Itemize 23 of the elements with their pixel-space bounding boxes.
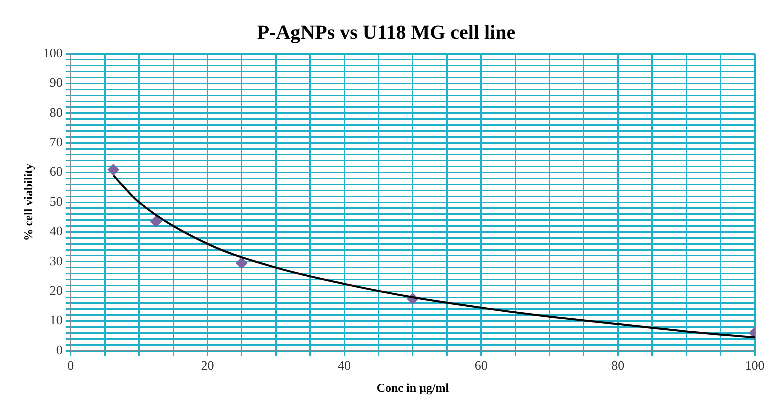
point bbox=[108, 164, 120, 176]
point bbox=[236, 257, 248, 270]
x-tick-label: 0 bbox=[68, 358, 74, 374]
y-tick-label: 10 bbox=[50, 312, 63, 328]
chart-title: P-AgNPs vs U118 MG cell line bbox=[257, 22, 516, 44]
y-axis-title: % cell viability bbox=[21, 164, 36, 242]
y-tick-label: 80 bbox=[50, 104, 63, 120]
y-tick-label: 70 bbox=[50, 134, 63, 150]
y-tick-label: 60 bbox=[50, 164, 63, 180]
x-tick-label: 100 bbox=[745, 358, 765, 374]
y-tick-label: 40 bbox=[50, 224, 63, 239]
y-tick-label: 0 bbox=[56, 342, 63, 358]
x-tick-label: 80 bbox=[612, 358, 625, 374]
y-tick-label: 90 bbox=[50, 75, 63, 90]
y-tick-label: 50 bbox=[50, 194, 63, 209]
x-tick-label: 60 bbox=[474, 358, 488, 374]
x-axis-title: Conc in µg/ml bbox=[376, 380, 450, 395]
y-tick-label: 100 bbox=[43, 45, 63, 60]
x-tick-label: 40 bbox=[338, 358, 352, 374]
y-tick-label: 30 bbox=[50, 253, 63, 268]
y-tick-label: 20 bbox=[50, 283, 63, 298]
point bbox=[150, 216, 162, 228]
x-tick-label: 20 bbox=[201, 358, 214, 374]
